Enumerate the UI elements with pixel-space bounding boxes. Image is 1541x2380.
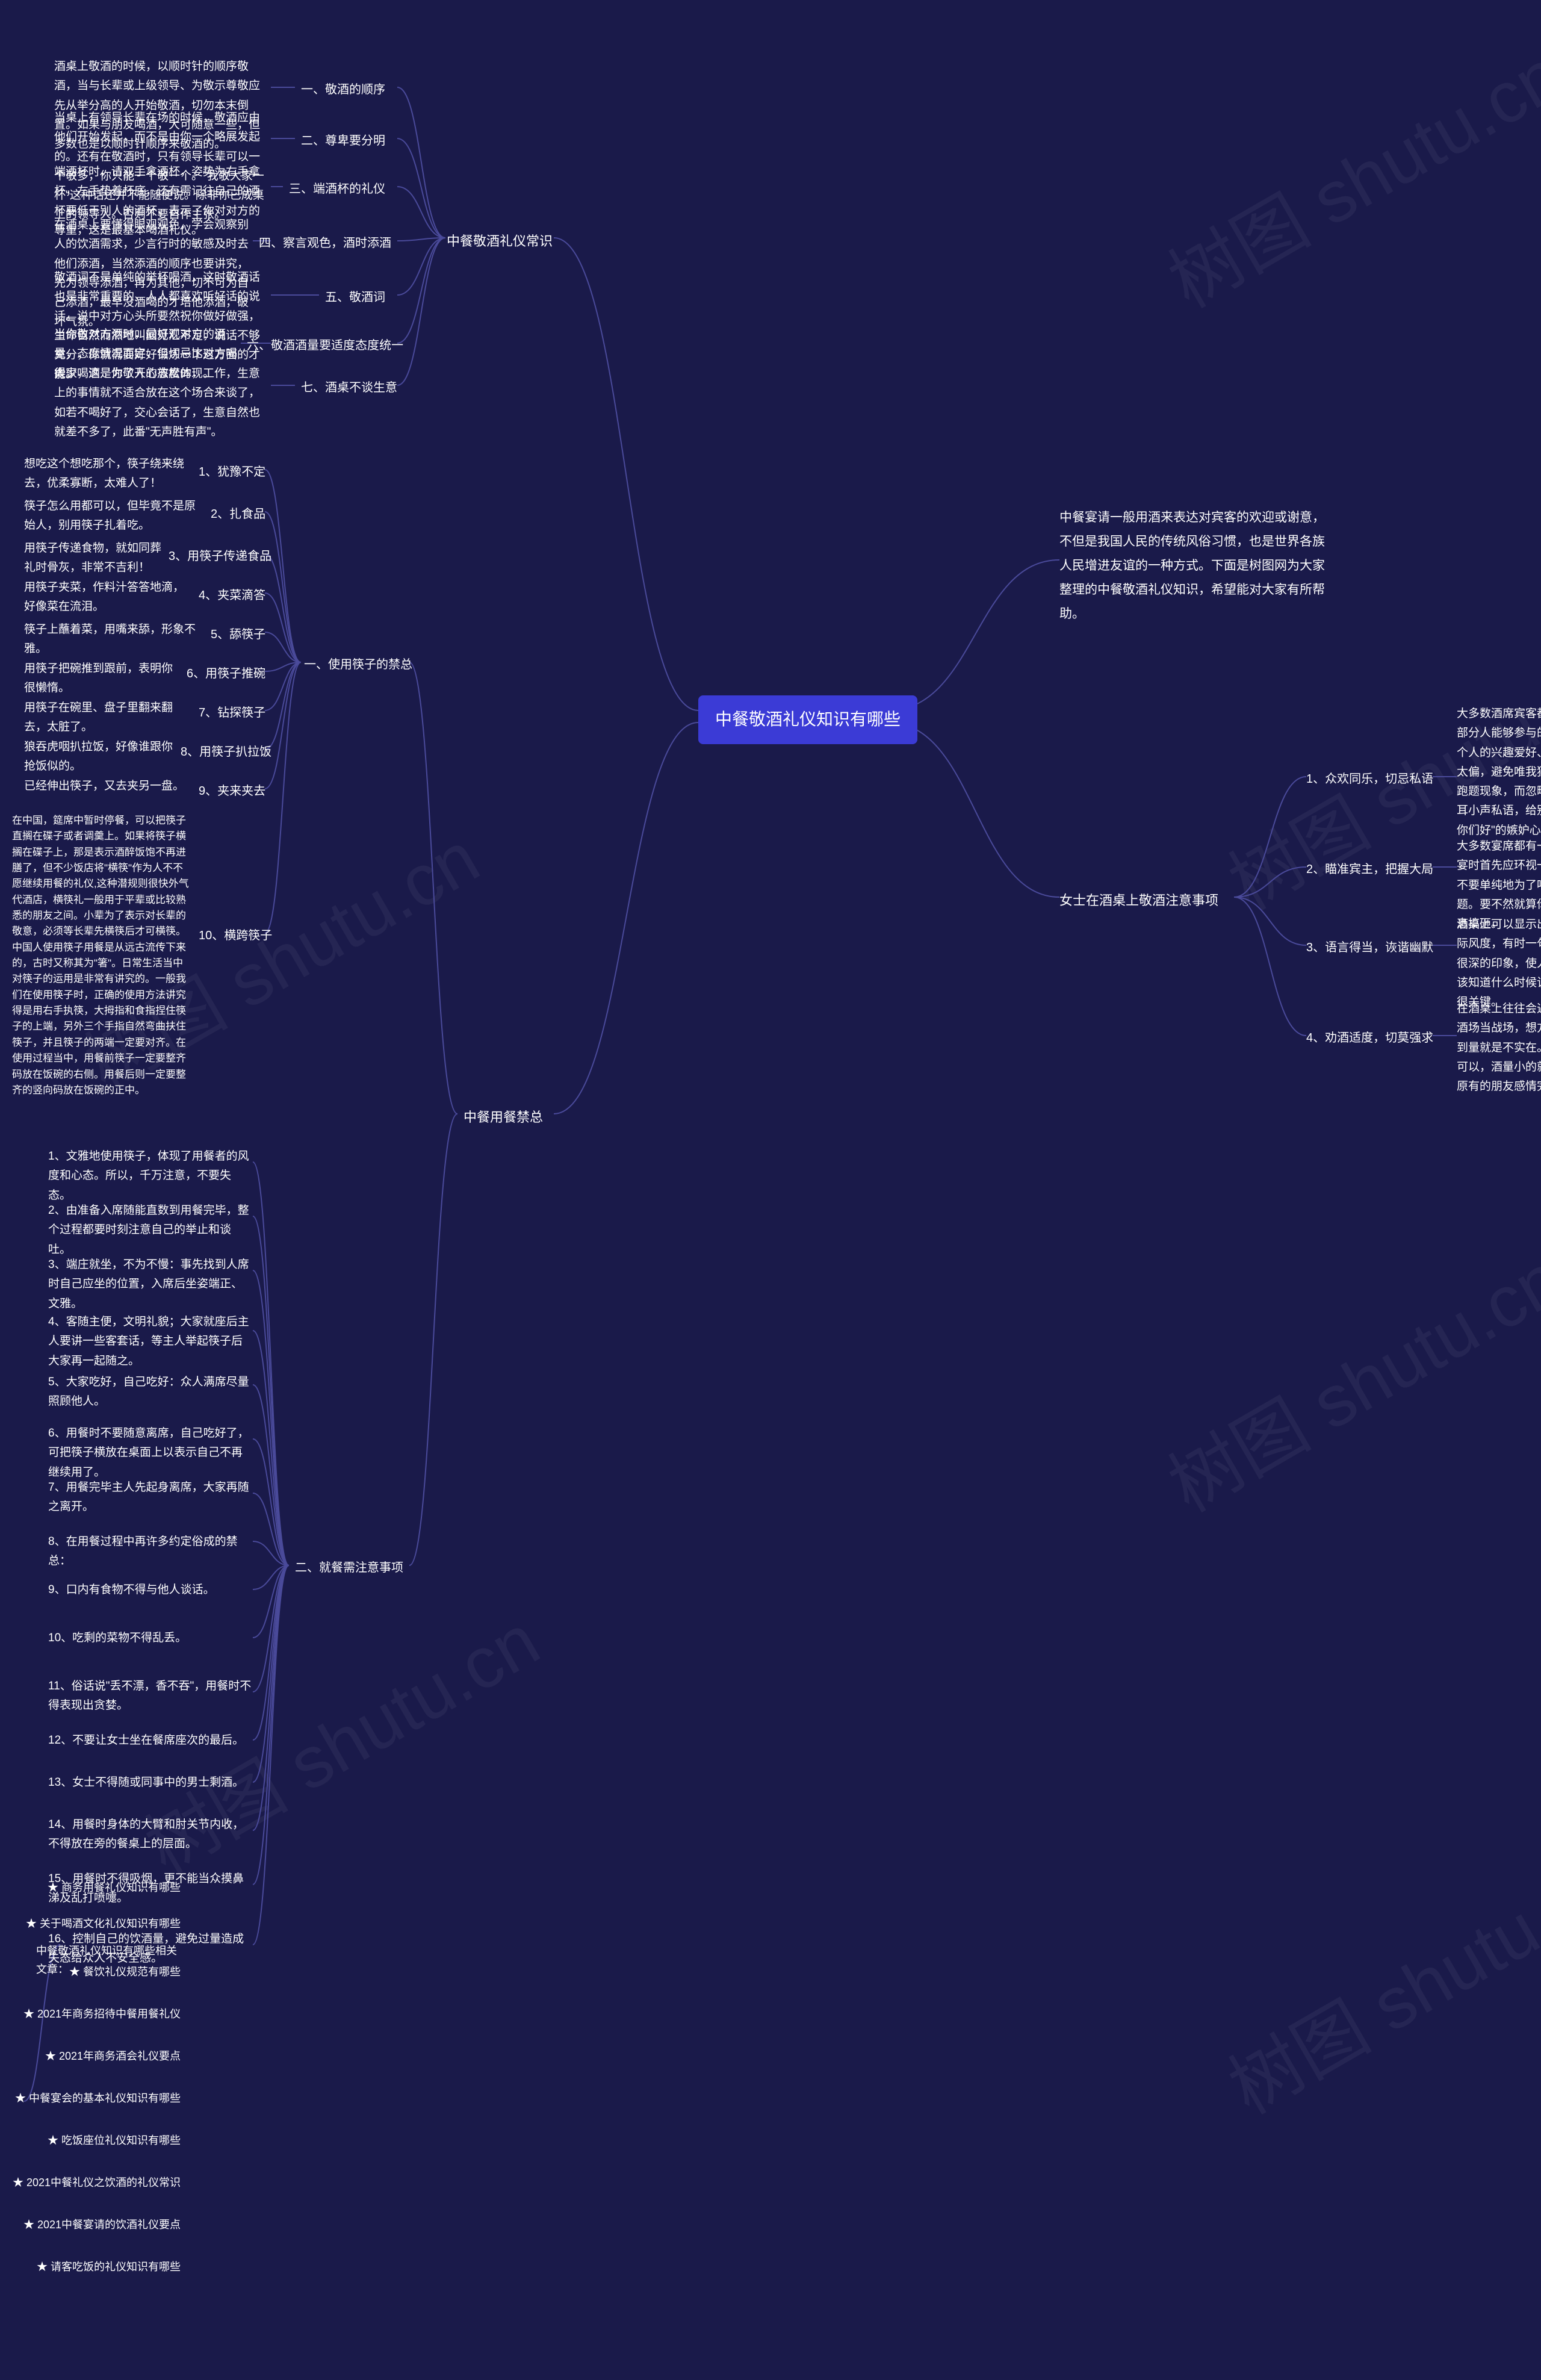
l2s2-i12: 12、不要让女士坐在餐席座次的最后。 [48,1731,253,1750]
l1-item-7: 七、酒桌不谈生意 [301,378,397,397]
l2s1-d7: 用筷子在碗里、盘子里翻来翻去，太脏了。 [24,698,193,738]
branch-left-1: 中餐敬酒礼仪常识 [447,231,553,252]
l2s1-i3: 3、用筷子传递食品 [169,547,271,566]
related-7: ★ 吃饭座位礼仪知识有哪些 [12,2131,181,2150]
l2s1-d8: 狼吞虎咽扒拉饭，好像谁跟你抢饭似的。 [24,738,175,777]
l2s1-i5: 5、舔筷子 [211,625,265,644]
l2s1-i7: 7、钻探筷子 [199,703,265,722]
l2s2-i2: 2、由准备入席随能直数到用餐完毕，整个过程都要时刻注意自己的举止和谈吐。 [48,1201,253,1260]
l2s2-i11: 11、俗话说"丢不漂，香不吞"，用餐时不得表现出贪婪。 [48,1677,253,1716]
l2s2-i4: 4、客随主便，文明礼貌；大家就座后主人要讲一些客套话，等主人举起筷子后大家再一起… [48,1313,253,1371]
l2s1-d9: 已经伸出筷子，又去夹另一盘。 [24,777,193,796]
related-8: ★ 2021中餐礼仪之饮酒的礼仪常识 [12,2173,181,2192]
l2s1-i4: 4、夹菜滴答 [199,586,265,605]
l2s2-i8: 8、在用餐过程中再许多约定俗成的禁总： [48,1532,253,1571]
related-4: ★ 2021年商务招待中餐用餐礼仪 [12,2005,181,2024]
watermark: 树图 shutu.cn [1207,1824,1541,2134]
right1-item-3: 3、语言得当，诙谐幽默 [1306,938,1433,957]
right1-item-1: 1、众欢同乐，切忌私语 [1306,769,1433,789]
l2s1-d10: 在中国，筵席中暂时停餐，可以把筷子直搁在碟子或者调羹上。如果将筷子横搁在碟子上，… [12,813,193,1098]
l1-item-4: 四、察言观色，酒时添酒 [259,234,391,253]
l2s2-i3: 3、端庄就坐，不为不慢：事先找到人席时自己应坐的位置，入席后坐姿端正、文雅。 [48,1255,253,1314]
l2s2-i6: 6、用餐时不要随意离席，自己吃好了，可把筷子横放在桌面上以表示自己不再继续用了。 [48,1424,253,1482]
related-2: ★ 关于喝酒文化礼仪知识有哪些 [12,1915,181,1933]
l2s1-d6: 用筷子把碗推到跟前，表明你很懒惰。 [24,659,181,698]
l2s2-i14: 14、用餐时身体的大臂和肘关节内收，不得放在旁的餐桌上的层面。 [48,1815,253,1854]
branch-left-2: 中餐用餐禁总 [464,1107,543,1128]
l2s1-d4: 用筷子夹菜，作料汁答答地滴，好像菜在流泪。 [24,578,193,617]
watermark: 树图 shutu.cn [1147,18,1541,328]
l2s2-i5: 5、大家吃好，自己吃好：众人满席尽量照顾他人。 [48,1373,253,1412]
intro-text: 中餐宴请一般用酒来表达对宾客的欢迎或谢意，不但是我国人民的传统风俗习惯，也是世界… [1059,506,1336,626]
l1-item-5: 五、敬酒词 [325,288,385,307]
branch-right-1: 女士在酒桌上敬酒注意事项 [1059,890,1218,911]
l2s2-i13: 13、女士不得随或同事中的男士剩酒。 [48,1773,253,1792]
right1-detail-4: 在酒桌上往往会遇到劝酒的现象，有的人总喜欢把酒场当战场，想方设法劝别人多喝几杯，… [1457,999,1541,1096]
l2s1-d2: 筷子怎么用都可以，但毕竟不是原始人，别用筷子扎着吃。 [24,497,205,536]
related-1: ★ 商务用餐礼仪知识有哪些 [12,1878,181,1897]
l2s1-i10: 10、横跨筷子 [199,926,272,945]
l2s2-i9: 9、口内有食物不得与他人谈话。 [48,1580,253,1600]
l2s1-i6: 6、用筷子推碗 [187,664,265,683]
l2s1-i1: 1、犹豫不定 [199,462,265,482]
center-node: 中餐敬酒礼仪知识有哪些 [698,695,917,744]
l2s1-i8: 8、用筷子扒拉饭 [181,742,271,762]
l2-sub2: 二、就餐需注意事项 [295,1558,403,1577]
l1-item-3: 三、端酒杯的礼仪 [289,179,385,199]
right1-detail-1: 大多数酒席宾客都较多，所以应尽量多谈论一些大部分人能够参与的话题，得到多数人的认… [1457,704,1541,840]
l2s1-i9: 9、夹来夹去 [199,781,265,801]
related-3: ★ 餐饮礼仪规范有哪些 [12,1963,181,1981]
related-10: ★ 请客吃饭的礼仪知识有哪些 [12,2258,181,2276]
related-6: ★ 中餐宴会的基本礼仪知识有哪些 [12,2089,181,2108]
l1-item-6: 六、敬酒酒量要适度态度统一 [247,336,403,355]
related-9: ★ 2021中餐宴请的饮酒礼仪要点 [12,2216,181,2234]
l1-item-1: 一、敬酒的顺序 [301,80,385,99]
right1-item-2: 2、瞄准宾主，把握大局 [1306,860,1433,879]
l2s2-i1: 1、文雅地使用筷子，体现了用餐者的风度和心态。所以，千万注意，不要失态。 [48,1147,253,1205]
l1-detail-7: 大家喝酒是为了开心放松的，工作，生意上的事情就不适合放在这个场合来谈了，如若不喝… [54,364,271,442]
l2s2-i10: 10、吃剩的菜物不得乱丢。 [48,1629,253,1648]
right1-item-4: 4、劝酒适度，切莫强求 [1306,1028,1433,1048]
watermark: 树图 shutu.cn [1147,1222,1541,1532]
l2-sub1: 一、使用筷子的禁总 [304,655,412,674]
related-5: ★ 2021年商务酒会礼仪要点 [12,2047,181,2066]
l1-item-2: 二、尊卑要分明 [301,131,385,151]
l2s2-i7: 7、用餐完毕主人先起身离席，大家再随之离开。 [48,1478,253,1517]
l2s1-i2: 2、扎食品 [211,505,265,524]
l2s1-d3: 用筷子传递食物，就如同葬礼时骨灰，非常不吉利！ [24,539,163,578]
l2s1-d1: 想吃这个想吃那个，筷子绕来绕去，优柔寡断，太难人了！ [24,455,193,494]
right1-detail-3: 酒桌上可以显示出一个人的才华、常识、修养和交际风度，有时一句诙谐幽默的语言，会给… [1457,915,1541,1012]
l2s1-d5: 筷子上蘸着菜，用嘴来舔，形象不雅。 [24,620,205,659]
